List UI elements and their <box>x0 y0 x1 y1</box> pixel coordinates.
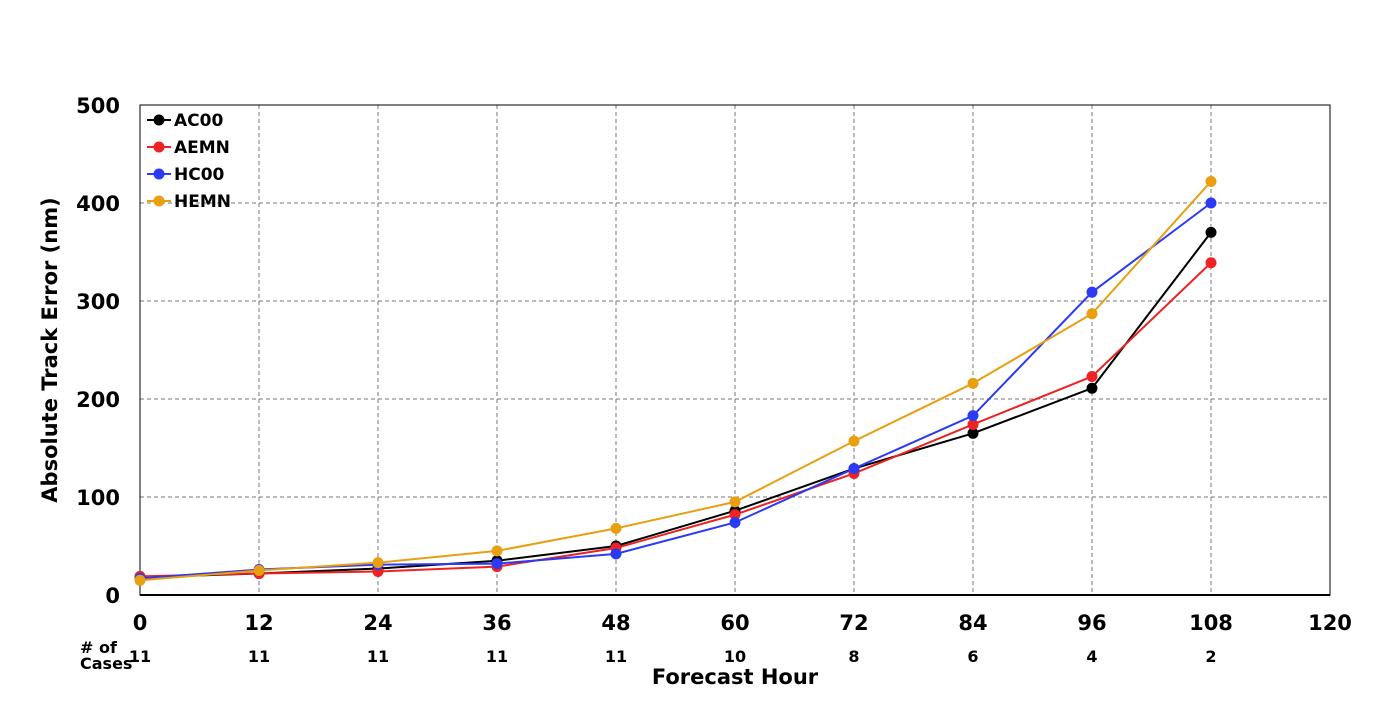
y-tick-label: 300 <box>76 290 120 314</box>
data-point-hemn <box>491 545 503 557</box>
x-tick-label: 12 <box>244 611 273 635</box>
data-point-hemn <box>848 435 860 447</box>
data-point-hemn <box>253 565 265 576</box>
data-point-ac00 <box>967 427 979 439</box>
x-tick-label: 84 <box>958 611 987 635</box>
cases-label-line1: # of <box>80 638 118 657</box>
data-point-hemn <box>1205 175 1217 187</box>
data-point-hemn <box>610 522 622 534</box>
data-point-ac00 <box>1205 226 1217 238</box>
data-point-hc00 <box>848 463 860 475</box>
x-tick-label: 48 <box>601 611 630 635</box>
cases-value: 11 <box>248 647 270 666</box>
x-axis-title: Forecast Hour <box>652 665 819 689</box>
data-point-hemn <box>1086 308 1098 320</box>
data-point-hc00 <box>729 516 741 528</box>
series-line-hemn <box>139 180 1212 582</box>
y-tick-label: 400 <box>76 192 120 216</box>
data-point-aemn <box>729 509 741 521</box>
cases-value: 6 <box>967 647 978 666</box>
y-tick-label: 100 <box>76 486 120 510</box>
x-tick-label: 24 <box>363 611 392 635</box>
legend: AC00 AEMN HC00 HEMN <box>147 111 231 212</box>
data-point-hc00 <box>967 410 979 422</box>
cases-value: 10 <box>724 647 746 666</box>
x-tick-label: 96 <box>1077 611 1106 635</box>
data-point-hc00 <box>491 558 503 570</box>
data-point-ac00 <box>1086 382 1098 394</box>
legend-label: AC00 <box>174 111 223 131</box>
data-point-hemn <box>134 574 146 586</box>
legend-label: HEMN <box>174 192 231 212</box>
y-tick-label: 500 <box>76 94 120 118</box>
cases-value: 11 <box>486 647 508 666</box>
x-tick-label: 36 <box>482 611 511 635</box>
cases-value: 11 <box>129 647 151 666</box>
cases-value: 4 <box>1086 647 1097 666</box>
series-line-aemn <box>139 262 1212 578</box>
data-point-aemn <box>967 418 979 430</box>
legend-label: AEMN <box>174 138 230 158</box>
cases-value: 8 <box>848 647 859 666</box>
x-tick-label: 60 <box>720 611 749 635</box>
data-point-hemn <box>729 496 741 508</box>
data-point-hemn <box>372 557 384 569</box>
data-point-hc00 <box>610 548 622 560</box>
series-line-ac00 <box>139 231 1212 579</box>
data-point-hemn <box>967 377 979 389</box>
legend-swatch-marker <box>153 141 165 153</box>
data-point-aemn <box>1205 257 1217 269</box>
x-tick-label: 108 <box>1189 611 1233 635</box>
legend-swatch-marker <box>153 114 165 126</box>
y-tick-label: 0 <box>105 584 120 608</box>
x-tick-label: 120 <box>1308 611 1352 635</box>
x-tick-label: 0 <box>133 611 148 635</box>
cases-value: 11 <box>367 647 389 666</box>
y-axis-title: Absolute Track Error (nm) <box>38 197 62 502</box>
cases-value: 2 <box>1205 647 1216 666</box>
legend-label: HC00 <box>174 165 225 185</box>
data-point-aemn <box>1086 370 1098 382</box>
data-point-hc00 <box>1086 286 1098 298</box>
legend-swatch-marker <box>153 168 165 180</box>
x-tick-label: 72 <box>839 611 868 635</box>
data-point-hc00 <box>1205 197 1217 209</box>
y-tick-labels: 0 100 200 300 400 500 <box>76 94 120 608</box>
cases-value: 11 <box>605 647 627 666</box>
legend-swatch-marker <box>153 195 165 207</box>
cases-label-line2: Cases <box>80 654 132 673</box>
y-tick-label: 200 <box>76 388 120 412</box>
x-tick-labels: 0 12 24 36 48 60 72 84 96 108 120 <box>133 611 1352 635</box>
series-lines <box>134 175 1217 586</box>
cases-row: # of Cases 11 11 11 11 11 10 8 6 4 2 <box>80 638 1217 673</box>
